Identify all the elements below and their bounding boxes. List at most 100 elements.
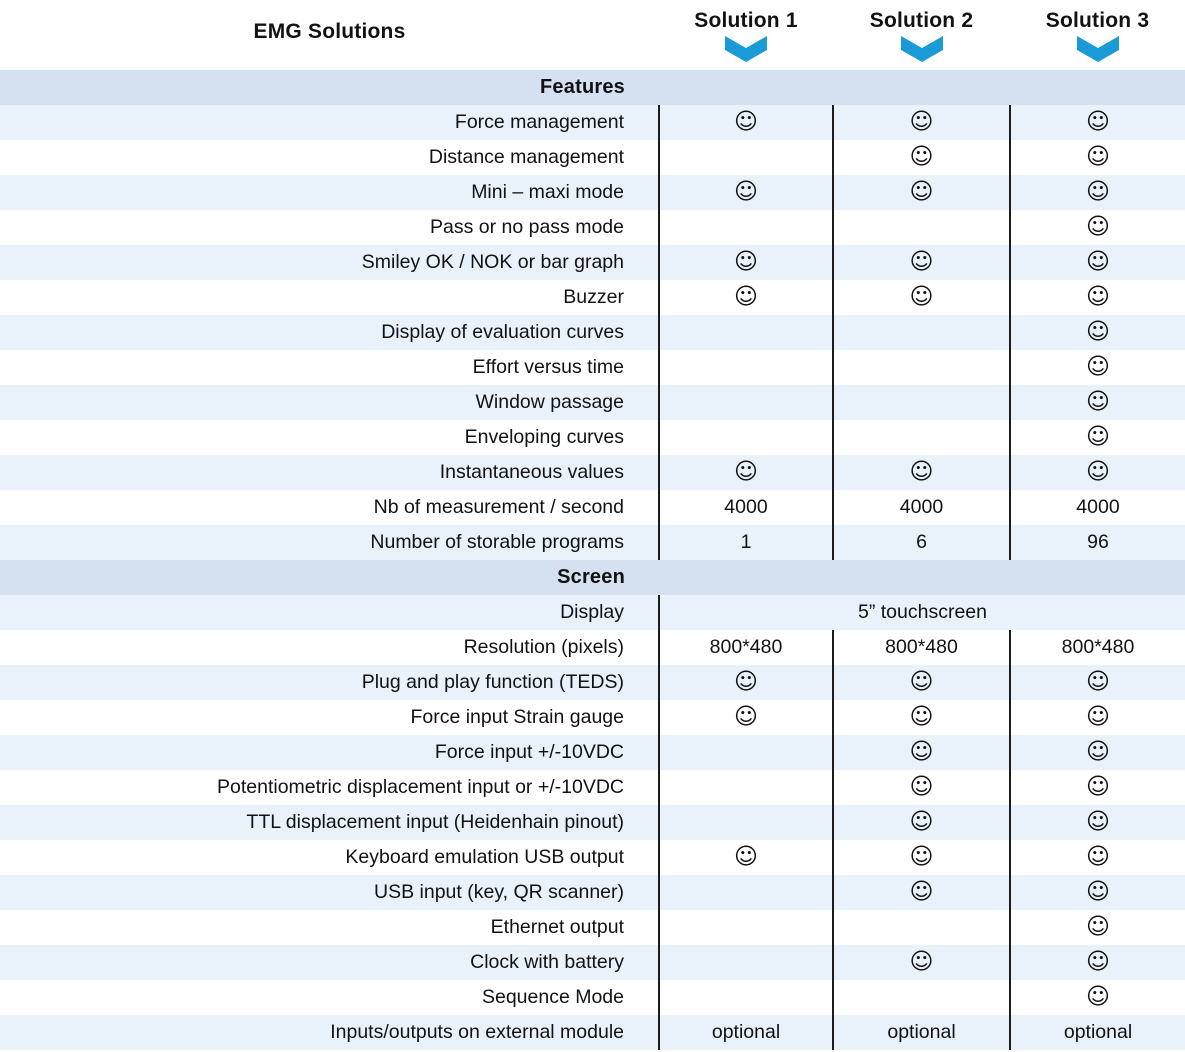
value-cell bbox=[832, 420, 1010, 455]
section-title: Screen bbox=[557, 566, 625, 588]
row-label: Nb of measurement / second bbox=[0, 490, 659, 525]
table-row: Nb of measurement / second 4000 4000 4000 bbox=[0, 490, 1185, 525]
row-label: Number of storable programs bbox=[0, 525, 659, 560]
row-label: Keyboard emulation USB output bbox=[0, 840, 659, 875]
smiley-ok-icon: ☺ bbox=[832, 140, 1010, 175]
value-cell bbox=[832, 980, 1010, 1015]
solution-2-label: Solution 2 bbox=[869, 9, 974, 32]
solution-3-label: Solution 3 bbox=[1045, 9, 1150, 32]
row-label: Pass or no pass mode bbox=[0, 210, 659, 245]
value-cell bbox=[832, 315, 1010, 350]
page-title: EMG Solutions bbox=[253, 20, 406, 43]
smiley-ok-icon: ☺ bbox=[658, 245, 833, 280]
smiley-ok-icon: ☺ bbox=[1009, 805, 1185, 840]
table-row: Sequence Mode ☺ bbox=[0, 980, 1185, 1015]
smiley-ok-icon: ☺ bbox=[1009, 700, 1185, 735]
row-label: Enveloping curves bbox=[0, 420, 659, 455]
smiley-ok-icon: ☺ bbox=[1009, 315, 1185, 350]
row-label: Clock with battery bbox=[0, 945, 659, 980]
value-cell bbox=[832, 385, 1010, 420]
row-label: Window passage bbox=[0, 385, 659, 420]
row-label: Potentiometric displacement input or +/-… bbox=[0, 770, 659, 805]
smiley-ok-icon: ☺ bbox=[1009, 735, 1185, 770]
value-cell bbox=[658, 805, 833, 840]
smiley-ok-icon: ☺ bbox=[1009, 280, 1185, 315]
row-label: Sequence Mode bbox=[0, 980, 659, 1015]
smiley-ok-icon: ☺ bbox=[1009, 455, 1185, 490]
value-cell: 1 bbox=[658, 525, 833, 560]
row-label: Force management bbox=[0, 105, 659, 140]
value-cell: 800*480 bbox=[832, 630, 1010, 665]
row-label: USB input (key, QR scanner) bbox=[0, 875, 659, 910]
table-row: Inputs/outputs on external module optiona… bbox=[0, 1015, 1185, 1050]
smiley-ok-icon: ☺ bbox=[832, 175, 1010, 210]
section-title: Features bbox=[540, 76, 625, 98]
value-cell bbox=[658, 210, 833, 245]
title-cell: EMG Solutions bbox=[0, 0, 659, 70]
section-header-cell: Features bbox=[0, 70, 1185, 105]
table-row: Display of evaluation curves ☺ bbox=[0, 315, 1185, 350]
smiley-ok-icon: ☺ bbox=[832, 105, 1010, 140]
smiley-ok-icon: ☺ bbox=[1009, 140, 1185, 175]
solution-1-header: Solution 1 bbox=[659, 0, 833, 62]
value-cell: 800*480 bbox=[1009, 630, 1185, 665]
smiley-ok-icon: ☺ bbox=[832, 280, 1010, 315]
value-cell: optional bbox=[1009, 1015, 1185, 1050]
value-cell bbox=[658, 770, 833, 805]
chevron-down-icon bbox=[725, 36, 767, 62]
table-row: Potentiometric displacement input or +/-… bbox=[0, 770, 1185, 805]
value-cell bbox=[832, 910, 1010, 945]
row-label: TTL displacement input (Heidenhain pinou… bbox=[0, 805, 659, 840]
smiley-ok-icon: ☺ bbox=[658, 700, 833, 735]
smiley-ok-icon: ☺ bbox=[658, 665, 833, 700]
table-row: Force management ☺ ☺ ☺ bbox=[0, 105, 1185, 140]
table-body: Features Force management ☺ ☺ ☺ Distance mana… bbox=[0, 70, 1185, 1050]
smiley-ok-icon: ☺ bbox=[832, 875, 1010, 910]
row-label: Buzzer bbox=[0, 280, 659, 315]
table-row: Force input Strain gauge ☺ ☺ ☺ bbox=[0, 700, 1185, 735]
smiley-ok-icon: ☺ bbox=[658, 105, 833, 140]
table-row: Number of storable programs 1 6 96 bbox=[0, 525, 1185, 560]
smiley-ok-icon: ☺ bbox=[832, 840, 1010, 875]
row-label: Smiley OK / NOK or bar graph bbox=[0, 245, 659, 280]
solution-1-header-cell: Solution 1 bbox=[659, 0, 833, 70]
smiley-ok-icon: ☺ bbox=[832, 455, 1010, 490]
value-cell bbox=[658, 945, 833, 980]
table-row: Buzzer ☺ ☺ ☺ bbox=[0, 280, 1185, 315]
table-row: Keyboard emulation USB output ☺ ☺ ☺ bbox=[0, 840, 1185, 875]
table-row: Ethernet output ☺ bbox=[0, 910, 1185, 945]
row-label: Resolution (pixels) bbox=[0, 630, 659, 665]
smiley-ok-icon: ☺ bbox=[832, 665, 1010, 700]
row-label: Distance management bbox=[0, 140, 659, 175]
value-cell bbox=[658, 420, 833, 455]
table-header-row: EMG Solutions Solution 1 Solution 2 bbox=[0, 0, 1185, 70]
table-row: Pass or no pass mode ☺ bbox=[0, 210, 1185, 245]
solution-1-label: Solution 1 bbox=[694, 9, 798, 32]
chevron-down-icon bbox=[900, 36, 943, 62]
chevron-down-icon bbox=[1076, 36, 1119, 62]
value-cell bbox=[832, 210, 1010, 245]
smiley-ok-icon: ☺ bbox=[1009, 875, 1185, 910]
table-row: TTL displacement input (Heidenhain pinou… bbox=[0, 805, 1185, 840]
smiley-ok-icon: ☺ bbox=[1009, 770, 1185, 805]
table-row: USB input (key, QR scanner) ☺ ☺ bbox=[0, 875, 1185, 910]
row-label: Effort versus time bbox=[0, 350, 659, 385]
smiley-ok-icon: ☺ bbox=[658, 175, 833, 210]
value-cell bbox=[658, 315, 833, 350]
smiley-ok-icon: ☺ bbox=[832, 945, 1010, 980]
value-cell: 800*480 bbox=[658, 630, 833, 665]
table-row: Window passage ☺ bbox=[0, 385, 1185, 420]
solution-3-header: Solution 3 bbox=[1010, 0, 1185, 62]
smiley-ok-icon: ☺ bbox=[1009, 665, 1185, 700]
table-row: Distance management ☺ ☺ bbox=[0, 140, 1185, 175]
table-row: Display 5” touchscreen bbox=[0, 595, 1185, 630]
value-cell bbox=[658, 735, 833, 770]
smiley-ok-icon: ☺ bbox=[832, 700, 1010, 735]
section-header-row: Features bbox=[0, 70, 1185, 105]
solution-3-header-cell: Solution 3 bbox=[1010, 0, 1185, 70]
smiley-ok-icon: ☺ bbox=[1009, 420, 1185, 455]
smiley-ok-icon: ☺ bbox=[1009, 385, 1185, 420]
smiley-ok-icon: ☺ bbox=[832, 735, 1010, 770]
smiley-ok-icon: ☺ bbox=[832, 770, 1010, 805]
